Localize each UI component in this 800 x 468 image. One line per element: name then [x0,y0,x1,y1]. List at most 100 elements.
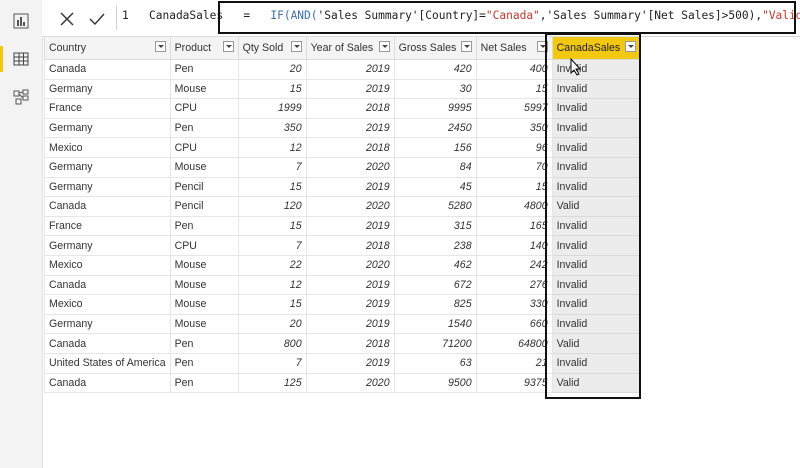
table-cell[interactable]: Pen [169,372,239,394]
table-cell[interactable]: Invalid [551,98,641,119]
table-cell[interactable]: Pen [169,59,239,80]
table-cell[interactable]: 15 [237,78,307,100]
table-cell[interactable]: 1540 [393,313,477,335]
table-cell[interactable]: 2019 [305,117,395,139]
table-cell[interactable]: 276 [475,274,553,296]
table-cell[interactable]: CPU [169,137,239,158]
table-cell[interactable]: Invalid [551,137,641,158]
table-cell[interactable]: Invalid [551,176,641,198]
table-cell[interactable]: Mouse [169,294,239,315]
table-cell[interactable]: Valid [551,333,641,354]
table-cell[interactable]: 350 [475,117,553,139]
table-cell[interactable]: 9500 [393,372,477,394]
column-filter-dropdown-icon[interactable] [154,41,166,52]
table-cell[interactable]: 30 [393,78,477,100]
table-cell[interactable]: Mouse [169,254,239,276]
table-cell[interactable]: Invalid [551,156,641,178]
table-cell[interactable]: Mouse [169,274,239,296]
table-cell[interactable]: 400 [475,59,553,80]
table-cell[interactable]: Germany [44,117,171,139]
table-cell[interactable]: Germany [44,313,171,335]
table-cell[interactable]: 2019 [305,352,395,374]
table-cell[interactable]: 1999 [237,98,307,119]
table-cell[interactable]: 5997 [475,98,553,119]
table-cell[interactable]: United States of America [44,352,171,374]
table-cell[interactable]: 2018 [305,137,395,158]
table-cell[interactable]: Germany [44,235,171,256]
table-cell[interactable]: Invalid [551,352,641,374]
table-cell[interactable]: 2020 [305,254,395,276]
table-cell[interactable]: 63 [393,352,477,374]
table-cell[interactable]: France [44,215,171,237]
table-cell[interactable]: 15 [237,176,307,198]
table-cell[interactable]: 4800 [475,196,553,217]
column-header[interactable]: Year of Sales [305,36,395,60]
table-cell[interactable]: 9375 [475,372,553,394]
table-cell[interactable]: 2019 [305,274,395,296]
table-cell[interactable]: Pen [169,117,239,139]
table-cell[interactable]: 2019 [305,294,395,315]
table-cell[interactable]: Canada [44,333,171,354]
model-view-button[interactable] [0,80,42,114]
table-cell[interactable]: Canada [44,274,171,296]
table-cell[interactable]: Invalid [551,274,641,296]
table-cell[interactable]: Invalid [551,78,641,100]
table-cell[interactable]: Mexico [44,254,171,276]
table-cell[interactable]: Invalid [551,117,641,139]
table-cell[interactable]: Invalid [551,215,641,237]
report-view-button[interactable] [0,4,42,38]
column-filter-dropdown-icon[interactable] [378,41,390,52]
table-cell[interactable]: 156 [393,137,477,158]
table-cell[interactable]: 242 [475,254,553,276]
table-cell[interactable]: 12 [237,137,307,158]
table-cell[interactable]: CPU [169,98,239,119]
table-cell[interactable]: 9995 [393,98,477,119]
table-cell[interactable]: Invalid [551,235,641,256]
table-cell[interactable]: Germany [44,176,171,198]
table-cell[interactable]: Germany [44,156,171,178]
table-cell[interactable]: Invalid [551,59,641,80]
table-cell[interactable]: 140 [475,235,553,256]
table-cell[interactable]: 120 [237,196,307,217]
table-cell[interactable]: 315 [393,215,477,237]
table-cell[interactable]: 45 [393,176,477,198]
table-cell[interactable]: Pencil [169,196,239,217]
table-cell[interactable]: CPU [169,235,239,256]
table-cell[interactable]: 71200 [393,333,477,354]
column-filter-dropdown-icon[interactable] [536,41,548,52]
table-cell[interactable]: 2018 [305,98,395,119]
table-cell[interactable]: 660 [475,313,553,335]
table-cell[interactable]: 70 [475,156,553,178]
table-cell[interactable]: 15 [237,294,307,315]
table-cell[interactable]: 5280 [393,196,477,217]
table-cell[interactable]: 15 [475,176,553,198]
table-cell[interactable]: Pencil [169,176,239,198]
table-cell[interactable]: 12 [237,274,307,296]
table-cell[interactable]: 2019 [305,78,395,100]
column-header[interactable]: Gross Sales [393,36,477,60]
table-cell[interactable]: Pen [169,333,239,354]
table-cell[interactable]: 64800 [475,333,553,354]
table-cell[interactable]: Mouse [169,313,239,335]
table-cell[interactable]: Valid [551,196,641,217]
column-filter-dropdown-icon[interactable] [222,41,234,52]
table-cell[interactable]: 350 [237,117,307,139]
table-cell[interactable]: 420 [393,59,477,80]
table-cell[interactable]: 7 [237,156,307,178]
table-cell[interactable]: 22 [237,254,307,276]
column-filter-dropdown-icon[interactable] [290,41,302,52]
table-cell[interactable]: Mexico [44,294,171,315]
table-cell[interactable]: Invalid [551,254,641,276]
table-cell[interactable]: 15 [237,215,307,237]
column-header[interactable]: Net Sales [475,36,553,60]
column-header[interactable]: Country [44,36,171,60]
table-cell[interactable]: Canada [44,372,171,394]
table-cell[interactable]: 96 [475,137,553,158]
table-cell[interactable]: Canada [44,196,171,217]
table-cell[interactable]: 462 [393,254,477,276]
table-cell[interactable]: Invalid [551,313,641,335]
table-cell[interactable]: 7 [237,352,307,374]
table-cell[interactable]: France [44,98,171,119]
table-cell[interactable]: 672 [393,274,477,296]
table-cell[interactable]: Pen [169,215,239,237]
